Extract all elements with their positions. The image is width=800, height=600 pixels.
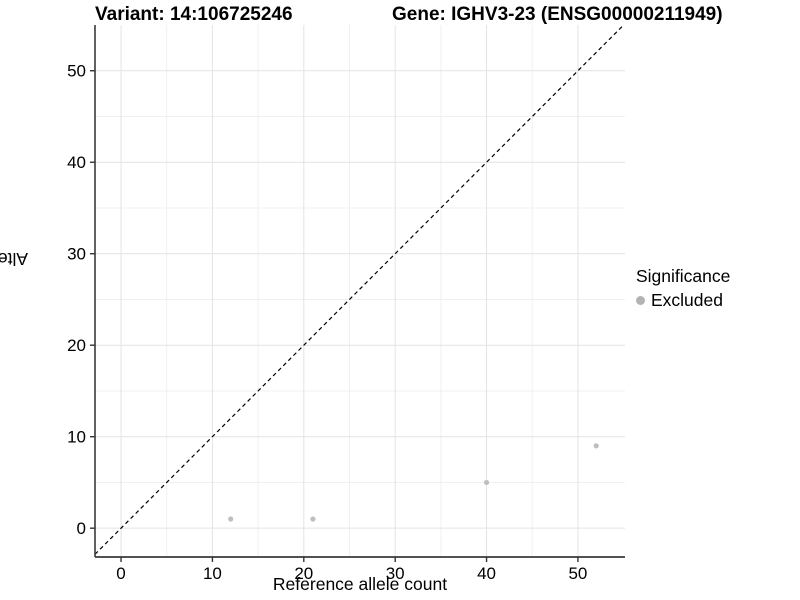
y-tick-label: 10 bbox=[67, 428, 86, 447]
data-point bbox=[228, 516, 234, 522]
data-point bbox=[483, 479, 490, 486]
x-axis-title: Reference allele count bbox=[272, 574, 448, 594]
y-axis-title-text: Alternative allele count bbox=[0, 249, 28, 269]
x-tick-label: 50 bbox=[568, 564, 587, 583]
data-point bbox=[310, 516, 316, 522]
identity-line bbox=[94, 24, 625, 555]
legend-point-icon bbox=[636, 296, 645, 305]
y-tick-label: 50 bbox=[67, 62, 86, 81]
legend-item-excluded: Excluded bbox=[636, 290, 730, 311]
x-tick-label: 20 bbox=[294, 564, 313, 583]
y-tick-label: 40 bbox=[67, 153, 86, 172]
x-tick-label: 0 bbox=[116, 564, 125, 583]
x-tick-label: 40 bbox=[477, 564, 496, 583]
x-tick-label: 10 bbox=[203, 564, 222, 583]
legend-title: Significance bbox=[636, 266, 731, 286]
variant-title: Variant: 14:106725246 bbox=[95, 4, 293, 25]
legend-item-label: Excluded bbox=[651, 290, 723, 310]
y-tick-label: 20 bbox=[67, 336, 86, 355]
legend: Significance Excluded bbox=[636, 266, 730, 311]
data-point bbox=[593, 443, 599, 449]
gene-title: Gene: IGHV3-23 (ENSG00000211949) bbox=[392, 4, 723, 25]
y-tick-label: 30 bbox=[67, 245, 86, 264]
x-tick-label: 30 bbox=[386, 564, 405, 583]
y-tick-label: 0 bbox=[77, 519, 86, 538]
